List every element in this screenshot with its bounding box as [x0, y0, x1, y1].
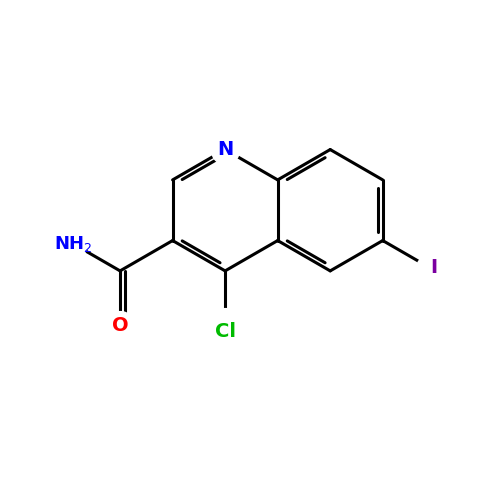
Text: I: I: [430, 258, 437, 278]
Text: Cl: Cl: [214, 322, 236, 342]
Text: NH$_2$: NH$_2$: [54, 234, 92, 254]
Text: N: N: [217, 140, 234, 159]
Text: O: O: [112, 316, 128, 335]
